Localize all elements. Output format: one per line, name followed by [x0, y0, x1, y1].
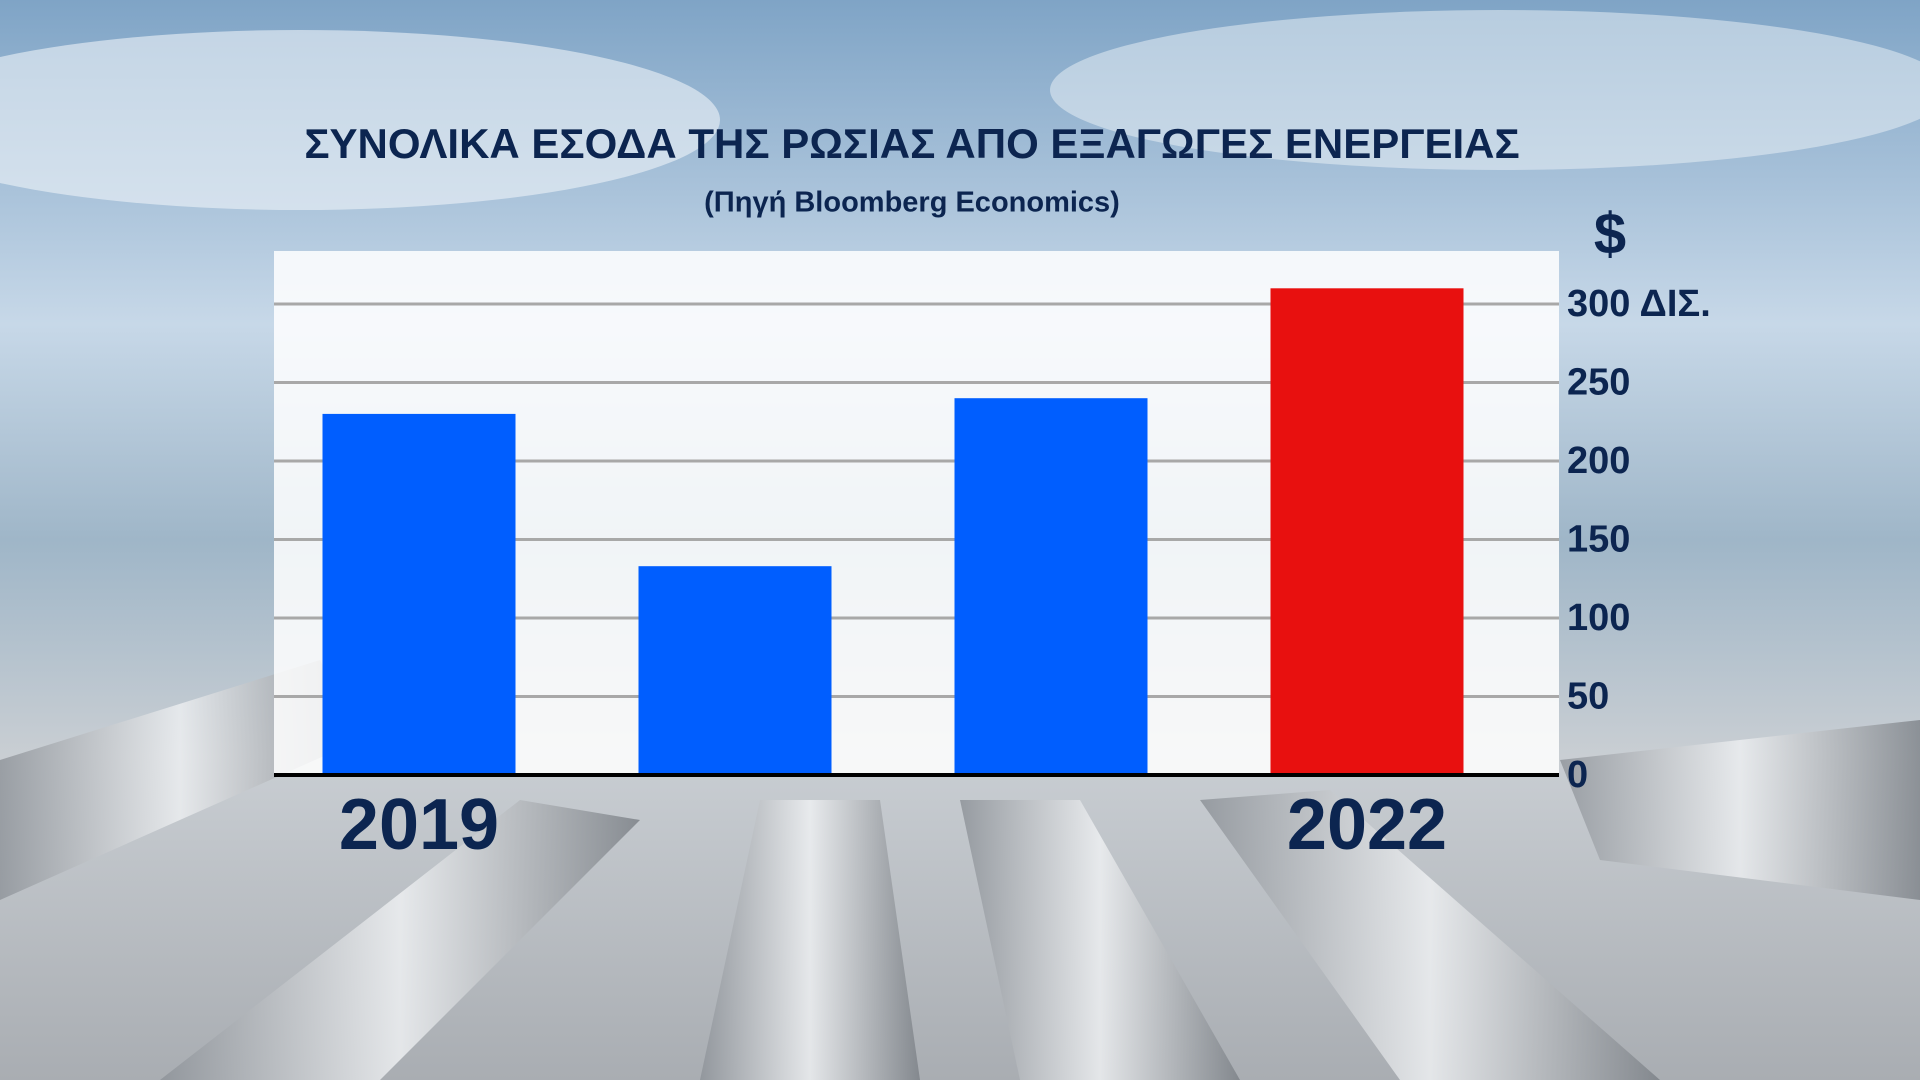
bar	[1270, 288, 1464, 775]
y-tick-label: 50	[1567, 676, 1609, 718]
bar	[638, 566, 832, 775]
y-tick-label: 150	[1567, 519, 1630, 561]
chart-title: ΣΥΝΟΛΙΚΑ ΕΣΟΔΑ ΤΗΣ ΡΩΣΙΑΣ ΑΠΟ ΕΞΑΓΩΓΕΣ Ε…	[304, 120, 1519, 167]
bar	[954, 398, 1148, 775]
y-tick-label: 250	[1567, 362, 1630, 404]
y-tick-label: 100	[1567, 597, 1630, 639]
y-tick-label: 0	[1567, 754, 1588, 796]
y-tick-label: 300 ΔΙΣ.	[1567, 283, 1711, 325]
chart-subtitle: (Πηγή Bloomberg Economics)	[704, 187, 1120, 219]
x-tick-label: 2019	[339, 785, 499, 865]
y-tick-label: 200	[1567, 440, 1630, 482]
x-tick-label: 2022	[1287, 785, 1447, 865]
bar	[322, 413, 516, 775]
y-axis-label: $	[1594, 201, 1626, 266]
